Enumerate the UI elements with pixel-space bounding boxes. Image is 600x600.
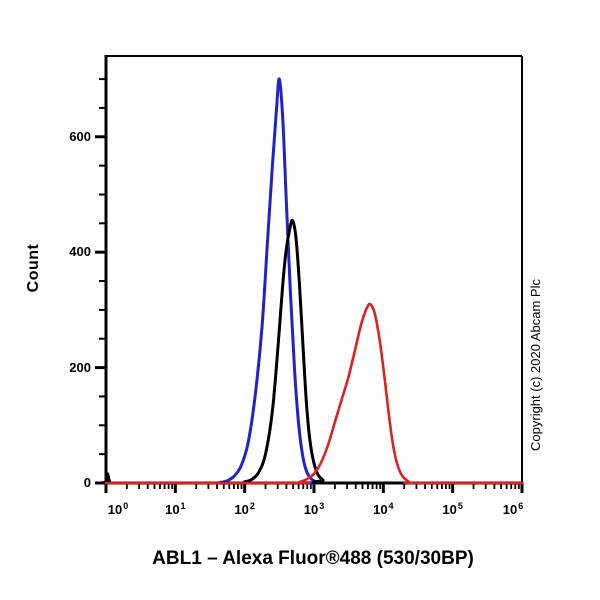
curve-black-histogram <box>100 218 524 485</box>
curve-red-histogram <box>104 302 524 485</box>
copyright-watermark: Copyright (c) 2020 Abcam Plc <box>528 279 543 451</box>
chart-title: ABL1 – Alexa Fluor®488 (530/30BP) <box>152 548 474 569</box>
curve-blue-histogram <box>104 77 524 485</box>
y-axis-title: Count <box>25 243 42 293</box>
